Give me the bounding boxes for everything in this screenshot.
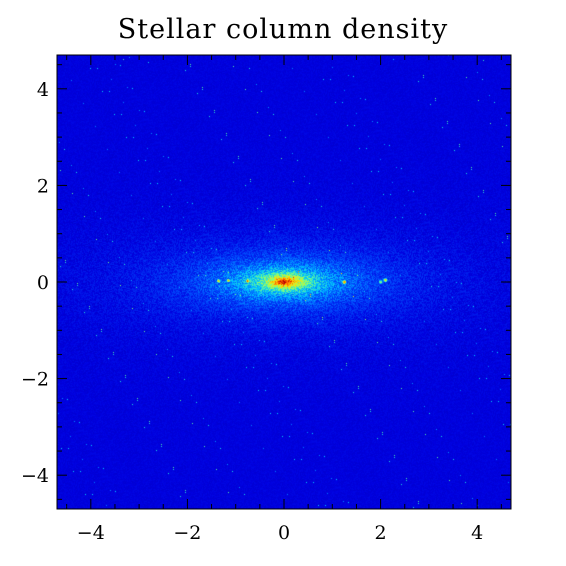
y-tick-label: 2 xyxy=(37,175,49,197)
density-heatmap xyxy=(57,55,511,509)
chart-title: Stellar column density xyxy=(117,14,449,45)
x-tick-label: 2 xyxy=(375,522,387,544)
y-tick-label: −4 xyxy=(21,465,49,487)
y-axis: −4 −2 0 2 4 xyxy=(21,64,511,500)
x-tick-label: −4 xyxy=(77,522,105,544)
y-tick-label: 4 xyxy=(37,79,49,101)
x-axis: −4 −2 0 2 4 xyxy=(66,55,502,544)
y-tick-label: 0 xyxy=(37,272,49,294)
x-tick-label: −2 xyxy=(173,522,201,544)
y-tick-label: −2 xyxy=(21,369,49,391)
x-tick-label: 0 xyxy=(278,522,290,544)
x-tick-label: 4 xyxy=(471,522,483,544)
